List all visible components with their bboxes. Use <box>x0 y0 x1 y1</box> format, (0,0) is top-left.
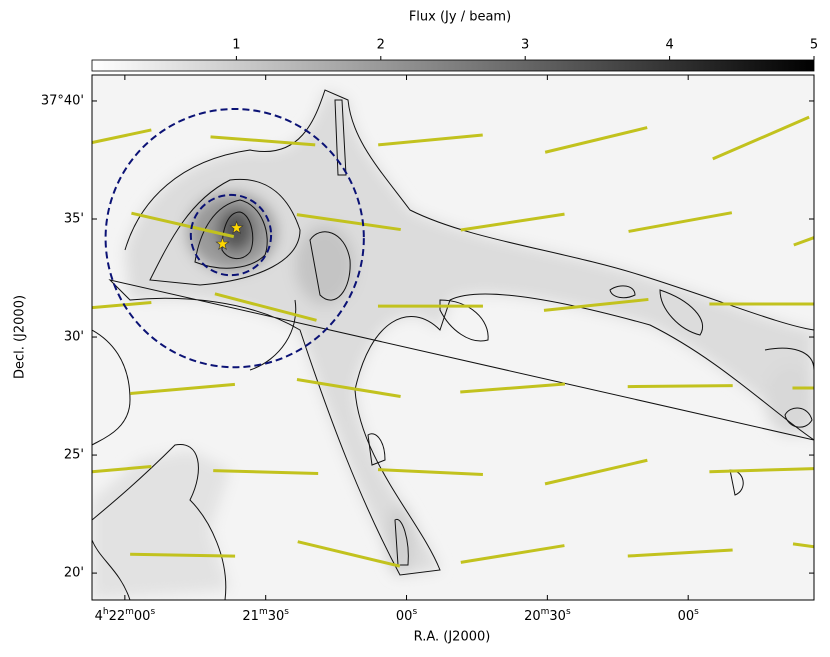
colorbar-tick-label: 3 <box>521 38 529 53</box>
x-tick-label: 20m30s <box>524 607 571 624</box>
x-tick-label: 21m30s <box>242 607 289 624</box>
colorbar-tick-label: 5 <box>810 38 818 53</box>
polarization-vector <box>460 544 565 564</box>
y-axis-label: Decl. (J2000) <box>13 295 28 379</box>
polarization-vector <box>213 469 319 476</box>
polarization-vector <box>793 236 814 247</box>
x-tick-label: 00s <box>396 607 418 624</box>
polarization-vector <box>92 465 152 474</box>
polarization-vector <box>297 540 401 568</box>
polarization-vector <box>792 542 814 549</box>
beam-circle <box>104 107 365 369</box>
contours <box>92 89 814 600</box>
colorbar <box>91 59 815 72</box>
polarization-vector <box>130 382 236 396</box>
polarization-vector <box>460 212 565 232</box>
polarization-vector <box>628 211 733 233</box>
x-axis-label: R.A. (J2000) <box>414 630 491 645</box>
polarization-vector <box>543 297 649 312</box>
colorbar-label: Flux (Jy / beam) <box>409 10 511 25</box>
beam-circle <box>189 193 273 277</box>
polarization-vector <box>214 292 317 322</box>
polarization-vector <box>712 115 810 161</box>
polarization-vector <box>544 458 648 486</box>
polarization-vector <box>709 467 814 474</box>
y-tick-label: 25' <box>64 448 84 463</box>
polarization-vector <box>378 133 483 147</box>
star <box>215 236 230 251</box>
colorbar-tick-label: 1 <box>232 38 240 53</box>
polarization-vector <box>92 300 152 310</box>
polarization-vector <box>130 552 236 558</box>
polarization-vector <box>92 128 152 145</box>
star <box>229 220 244 234</box>
y-tick-label: 37°40' <box>41 93 84 108</box>
y-tick-label: 35' <box>64 211 84 226</box>
polarization-vector <box>131 211 235 239</box>
polarization-vector <box>627 548 733 558</box>
polarization-vector <box>296 213 401 232</box>
x-tick-label: 00s <box>678 607 700 624</box>
polarization-vector <box>296 378 401 398</box>
x-tick-label: 4h22m00s <box>95 607 156 624</box>
colorbar-tick-label: 4 <box>665 38 673 53</box>
polarization-vector <box>460 382 566 394</box>
plot-area <box>92 75 814 600</box>
polarization-vector <box>627 384 733 389</box>
polarization-vector <box>377 468 483 477</box>
colorbar-tick-label: 2 <box>377 38 385 53</box>
y-tick-label: 30' <box>64 330 84 345</box>
y-tick-label: 20' <box>64 566 84 581</box>
polarization-vector <box>544 126 648 154</box>
polarization-vector <box>210 135 316 147</box>
